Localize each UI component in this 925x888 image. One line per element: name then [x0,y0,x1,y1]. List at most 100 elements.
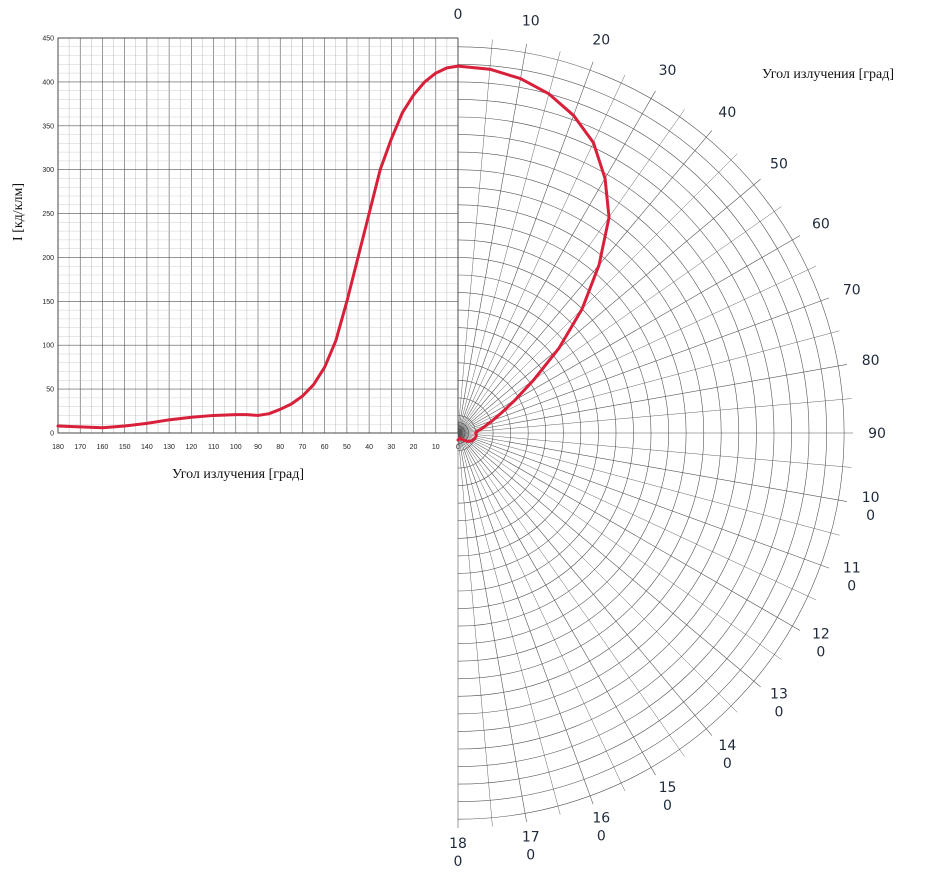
polar-radial-line [457,432,848,502]
polar-angle-label-line: 15 [659,780,677,796]
y-tick-label: 200 [42,255,54,262]
polar-angle-label-line: 40 [718,105,736,121]
polar-angle-label: 0 [454,7,463,23]
polar-radial-line [457,432,801,631]
polar-angle-label: 13 0 [770,686,788,720]
polar-radial-line [457,432,782,660]
series-curve-polar [456,64,611,443]
polar-radial-line [457,432,527,823]
polar-angle-label-line: 11 [843,560,861,576]
polar-angle-label-line: 0 [526,848,535,864]
polar-radial-line [457,432,738,713]
polar-angle-label-line: 20 [592,32,610,48]
y-axis-label: I [кд/клм] [11,183,26,241]
polar-angle-label: 20 [592,32,610,48]
polar-angle-label-line: 18 [449,836,467,852]
cartesian-grid [57,37,459,434]
polar-angle-label-line: 14 [718,738,736,754]
x-tick-label: 60 [321,444,329,451]
x-tick-label: 10 [432,444,440,451]
polar-angle-label-line: 0 [847,578,856,594]
polar-angle-label: 90 [868,426,886,442]
x-tick-label: 120 [185,444,197,451]
polar-radial-line [457,432,685,757]
y-tick-label: 250 [42,211,54,218]
polar-angle-label: 50 [770,157,788,173]
polar-radial-line [457,109,685,434]
polar-radial-line [457,364,848,434]
x-tick-label: 100 [230,444,242,451]
x-tick-label: 30 [387,444,395,451]
polar-angle-label: 10 0 [862,490,880,524]
y-tick-label: 100 [42,343,54,350]
polar-radial-line [457,432,626,792]
polar-angle-label-line: 0 [816,645,825,661]
polar-angle-label-line: 70 [843,283,861,299]
polar-radial-line [457,432,761,688]
polar-angle-label-line: 0 [723,756,732,772]
polar-angle-label: 16 0 [592,811,610,845]
polar-angle-label: 18 0 [449,836,467,870]
polar-angle-label-line: 90 [868,426,886,442]
polar-radial-line [457,432,840,536]
y-tick-label: 0 [50,431,54,438]
polar-angle-label-line: 60 [812,217,830,233]
polar-angle-label-line: 13 [770,686,788,702]
polar-angle-label: 10 [522,13,540,29]
x-tick-label: 80 [276,444,284,451]
polar-angle-label-line: 12 [812,627,830,643]
polar-radial-line [457,206,782,434]
polar-angle-label: 60 [812,217,830,233]
polar-radial-line [457,265,817,434]
polar-radial-line [457,43,527,434]
x-tick-label: 70 [299,444,307,451]
polar-angle-label: 40 [718,105,736,121]
polar-radial-line [457,432,817,601]
polar-axis-label: Угол излучения [град] [762,67,894,82]
x-tick-label: 160 [97,444,109,451]
polar-angle-label-line: 30 [659,63,677,79]
polar-radial-line [457,432,656,776]
polar-radial-line [457,39,493,434]
polar-angle-label: 80 [862,353,880,369]
cartesian-ticks: 0 50 100 150 200 250 300 350 400 450 180 170 160 150 1… [42,36,460,452]
x-tick-label: 40 [365,444,373,451]
polar-radial-line [457,51,561,434]
x-tick-label: 50 [343,444,351,451]
polar-radial-line [457,398,852,434]
polar-angle-label: 11 0 [843,560,861,594]
x-tick-label: 90 [254,444,262,451]
polar-angle-label-line: 17 [522,830,540,846]
x-tick-label: 150 [119,444,131,451]
polar-angle-label-line: 0 [597,829,606,845]
y-tick-label: 450 [42,36,54,43]
polar-grid [457,38,853,828]
polar-angle-label: 17 0 [522,830,540,864]
polar-radial-line [457,432,493,827]
polar-angle-label-line: 80 [862,353,880,369]
polar-angle-label-line: 50 [770,157,788,173]
x-tick-label: 170 [74,444,86,451]
y-tick-label: 400 [42,79,54,86]
polar-angle-label-line: 0 [663,798,672,814]
series-curve-cartesian [56,64,460,430]
y-tick-label: 350 [42,123,54,130]
polar-angle-label-line: 0 [454,7,463,23]
polar-radial-line [457,74,626,434]
polar-angle-label-line: 0 [775,704,784,720]
polar-radial-line [457,432,713,736]
polar-radial-line [457,153,738,434]
polar-angle-label: 70 [843,283,861,299]
x-axis-label: Угол излучения [град] [172,467,304,482]
y-tick-label: 150 [42,299,54,306]
polar-angle-label-line: 0 [866,508,875,524]
polar-radial-line [457,90,656,434]
polar-angle-label-line: 10 [522,13,540,29]
polar-radial-line [457,432,561,815]
polar-angle-label: 12 0 [812,627,830,661]
polar-angle-label-line: 0 [454,854,463,870]
polar-angle-label: 30 [659,63,677,79]
polar-angle-label-line: 16 [592,811,610,827]
